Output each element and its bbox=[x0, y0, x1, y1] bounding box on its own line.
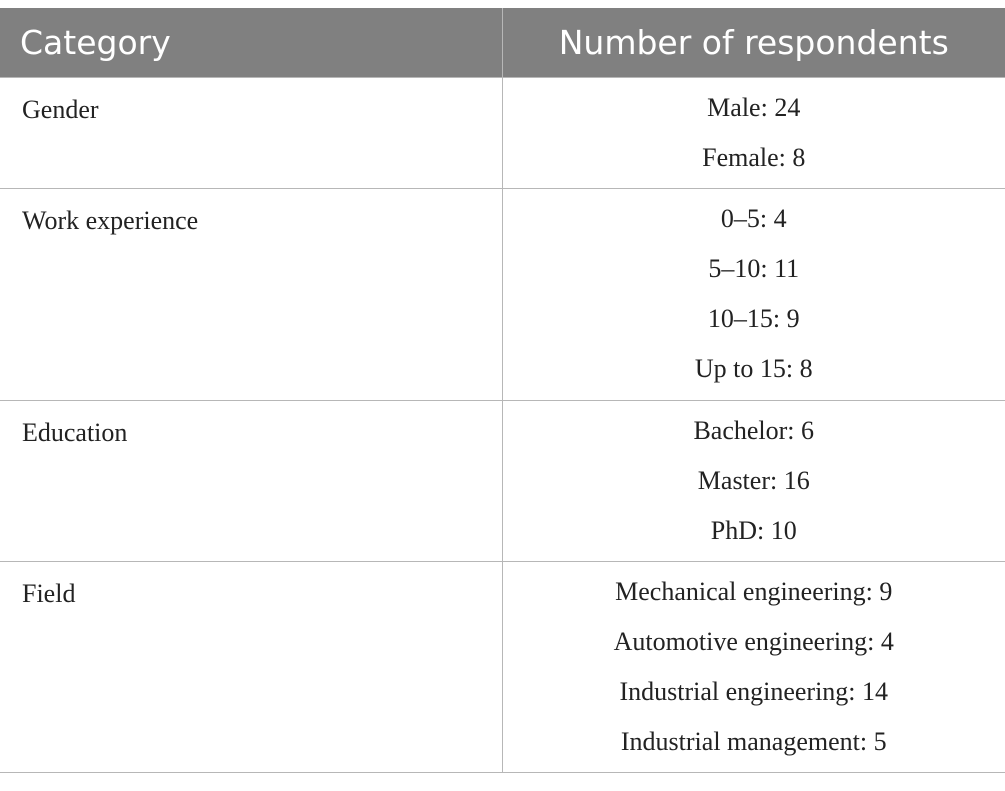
value-line: Mechanical engineering: 9 bbox=[615, 577, 893, 606]
category-cell: Education bbox=[0, 400, 503, 562]
value-line: Industrial engineering: 14 bbox=[619, 677, 889, 706]
value-line: PhD: 10 bbox=[710, 516, 797, 545]
category-cell: Gender bbox=[0, 77, 503, 189]
value-line: Male: 24 bbox=[707, 93, 801, 122]
value-line: 5–10: 11 bbox=[708, 254, 800, 283]
value-line: Female: 8 bbox=[702, 143, 806, 172]
value-line: 0–5: 4 bbox=[720, 204, 787, 233]
value-line: Automotive engineering: 4 bbox=[613, 627, 894, 656]
header-number-of-respondents: Number of respondents bbox=[501, 8, 1005, 78]
header-row: Category Number of respondents bbox=[0, 8, 1005, 78]
value-line: Industrial management: 5 bbox=[620, 727, 887, 756]
header-category: Category bbox=[0, 8, 503, 78]
values-cell: Mechanical engineering: 9 Automotive eng… bbox=[501, 561, 1005, 773]
category-cell: Field bbox=[0, 561, 503, 773]
table-row-education: Education Bachelor: 6 Master: 16 PhD: 10 bbox=[0, 400, 1005, 562]
table-row-field: Field Mechanical engineering: 9 Automoti… bbox=[0, 561, 1005, 773]
values-cell: 0–5: 4 5–10: 11 10–15: 9 Up to 15: 8 bbox=[501, 188, 1005, 401]
value-line: Up to 15: 8 bbox=[694, 354, 813, 383]
values-cell: Bachelor: 6 Master: 16 PhD: 10 bbox=[501, 400, 1005, 562]
table-row-work-experience: Work experience 0–5: 4 5–10: 11 10–15: 9… bbox=[0, 188, 1005, 401]
respondents-table: Category Number of respondents Gender Ma… bbox=[0, 8, 1005, 773]
value-line: Master: 16 bbox=[697, 466, 810, 495]
values-cell: Male: 24 Female: 8 bbox=[501, 77, 1005, 189]
category-cell: Work experience bbox=[0, 188, 503, 401]
table-row-gender: Gender Male: 24 Female: 8 bbox=[0, 77, 1005, 189]
value-line: 10–15: 9 bbox=[707, 304, 800, 333]
value-line: Bachelor: 6 bbox=[693, 416, 815, 445]
